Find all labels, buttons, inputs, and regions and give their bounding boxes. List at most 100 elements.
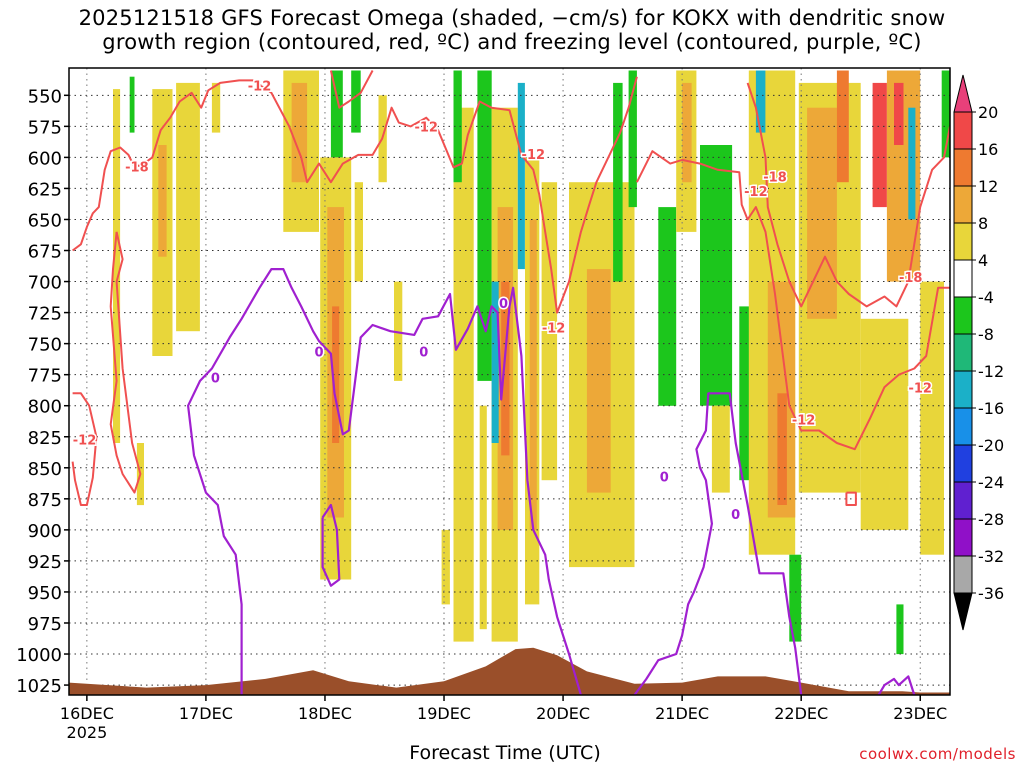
omega-band xyxy=(700,145,733,406)
freezing-contours: 0 0 0 0 0 0 xyxy=(187,268,916,695)
omega-band xyxy=(394,281,403,381)
omega-band xyxy=(113,89,121,443)
colorbar-cap-top xyxy=(953,74,973,113)
y-tick-label: 550 xyxy=(28,86,62,107)
colorbar-swatch xyxy=(953,148,973,187)
dgz-contour-label: -12 xyxy=(522,148,546,163)
omega-band xyxy=(453,107,474,642)
colorbar-label: -8 xyxy=(978,325,994,344)
colorbar-swatch xyxy=(953,407,973,446)
omega-band xyxy=(613,82,623,282)
colorbar-swatch xyxy=(953,518,973,557)
omega-band xyxy=(158,145,167,257)
freezing-contour-label: 0 xyxy=(314,345,323,360)
freezing-contour-label: 0 xyxy=(211,371,220,386)
y-tick-label: 950 xyxy=(28,583,62,604)
y-tick-label: 825 xyxy=(28,428,62,449)
omega-band xyxy=(658,207,677,406)
colorbar-swatch xyxy=(953,185,973,224)
y-tick-label: 850 xyxy=(28,459,62,480)
omega-band xyxy=(477,70,492,381)
dgz-contour-label: -18 xyxy=(125,160,149,175)
freezing-contour-zero-small xyxy=(877,675,916,695)
dgz-contour-minus12-center xyxy=(520,76,638,314)
dgz-contour-label: -12 xyxy=(908,381,932,396)
x-tick-label: 22DEC xyxy=(774,704,828,723)
freezing-contour-label: 0 xyxy=(660,471,669,486)
omega-band xyxy=(807,107,837,319)
omega-band xyxy=(711,405,730,493)
colorbar-swatch xyxy=(953,333,973,372)
omega-band xyxy=(453,70,462,183)
freezing-contour-zero-lower xyxy=(321,503,341,587)
omega-band xyxy=(896,604,904,655)
omega-band xyxy=(894,82,904,145)
colorbar-label: 4 xyxy=(978,251,988,270)
dgz-contour-label: -12 xyxy=(248,80,272,95)
colorbar-label: -24 xyxy=(978,473,1004,492)
y-tick-label: 775 xyxy=(28,366,62,387)
dgz-contour-minus12-lowleft xyxy=(71,392,98,506)
dgz-contour-minus12-left xyxy=(72,79,254,252)
omega-band xyxy=(777,393,787,505)
dgz-contours: -12-18-12-12-12-12-18-12-18-12-12 xyxy=(71,70,950,506)
colorbar-label: -32 xyxy=(978,547,1004,566)
dgz-contour-label: -18 xyxy=(899,271,923,286)
omega-band xyxy=(176,82,200,332)
omega-band xyxy=(529,219,537,530)
colorbar-swatch xyxy=(953,555,973,594)
dgz-contour-minus12-right xyxy=(636,150,950,451)
omega-band xyxy=(332,306,340,443)
x-tick-label: 20DEC xyxy=(536,704,590,723)
terrain-profile xyxy=(69,647,950,695)
chart-title: 2025121518 GFS Forecast Omega (shaded, −… xyxy=(78,6,946,54)
omega-band xyxy=(129,76,135,133)
colorbar-label: 16 xyxy=(978,140,998,159)
omega-band xyxy=(908,107,916,220)
colorbar-swatch xyxy=(953,259,973,298)
colorbar-swatch xyxy=(953,370,973,409)
omega-band xyxy=(920,281,944,555)
dgz-contour-label: -12 xyxy=(414,121,438,136)
y-tick-label: 925 xyxy=(28,552,62,573)
y-tick-label: 1025 xyxy=(16,676,62,697)
y-tick-label: 575 xyxy=(28,117,62,138)
y-tick-label: 625 xyxy=(28,179,62,200)
colorbar: 20 16 12 8 4 -4 -8 -12 -16 -20 -24 -28 -32 -36 xyxy=(953,74,1004,631)
y-tick-label: 900 xyxy=(28,521,62,542)
freezing-contour-label: 0 xyxy=(419,345,428,360)
colorbar-label: -36 xyxy=(978,584,1004,603)
plot-frame xyxy=(68,67,951,696)
x-tick-label: 18DEC xyxy=(298,704,352,723)
x-tick-label: 19DEC xyxy=(417,704,471,723)
colorbar-swatch xyxy=(953,481,973,520)
x-tick-sublabel: 2025 xyxy=(67,723,108,742)
y-tick-label: 650 xyxy=(28,211,62,232)
dgz-contour-minus12-mid xyxy=(252,79,523,184)
omega-band xyxy=(351,70,361,133)
x-tick-label: 16DEC xyxy=(60,704,114,723)
dgz-contour-minus12-upper xyxy=(329,70,374,109)
omega-band xyxy=(354,182,363,282)
omega-band xyxy=(517,82,525,270)
colorbar-label: -20 xyxy=(978,436,1004,455)
colorbar-swatch xyxy=(953,222,973,261)
omega-band xyxy=(291,82,308,183)
colorbar-label: -16 xyxy=(978,399,1004,418)
dgz-contour-label: -12 xyxy=(744,185,768,200)
freezing-contour-zero-main xyxy=(187,268,582,695)
omega-band xyxy=(330,70,343,158)
site-credit: coolwx.com/models xyxy=(859,745,1016,763)
colorbar-label: -28 xyxy=(978,510,1004,529)
dgz-contour-label: -12 xyxy=(542,322,566,337)
y-axis: 550 575 600 625 650 675 700 725 750 775 800 825 850 8… xyxy=(16,86,69,697)
y-tick-label: 1000 xyxy=(16,645,62,666)
omega-band xyxy=(755,70,766,133)
omega-band xyxy=(872,82,887,208)
terrain-layer xyxy=(69,647,950,695)
omega-band xyxy=(836,70,849,183)
colorbar-label: 20 xyxy=(978,103,998,122)
x-tick-label: 17DEC xyxy=(179,704,233,723)
